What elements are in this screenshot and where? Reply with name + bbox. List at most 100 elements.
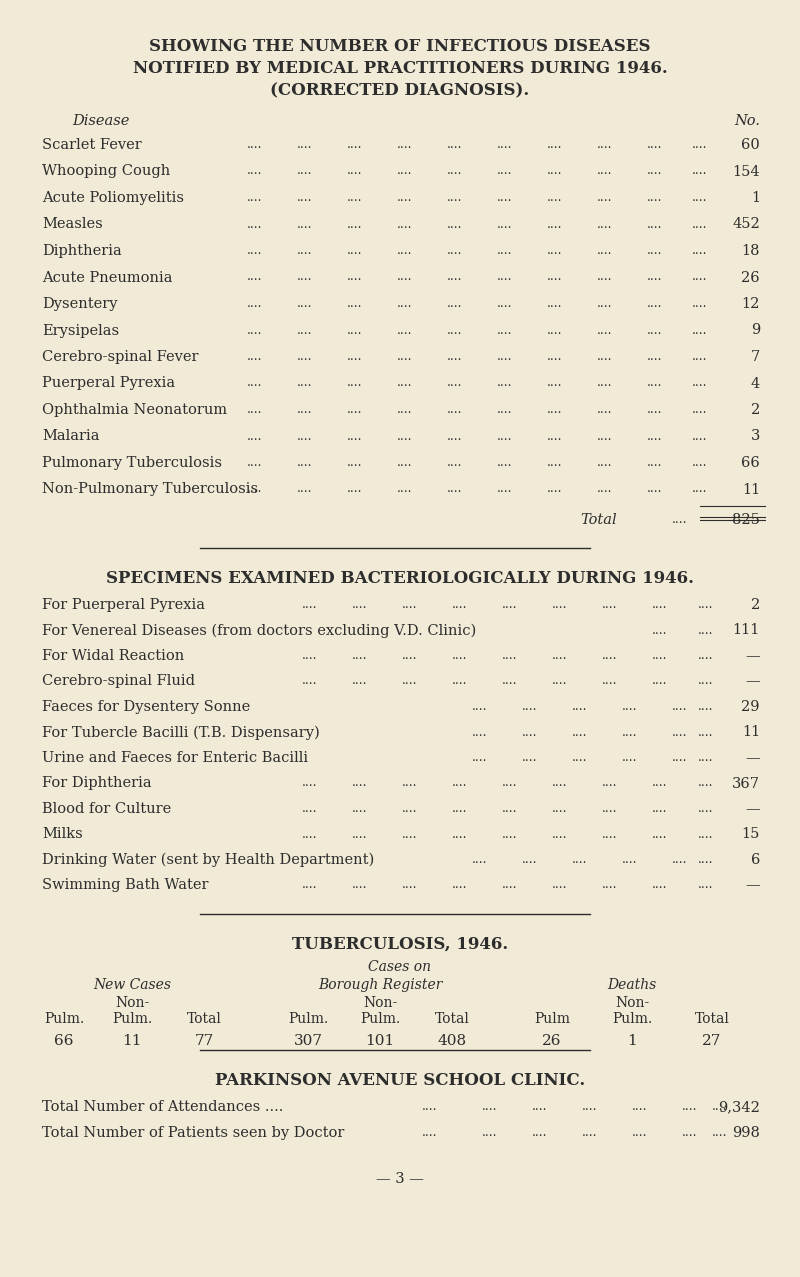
- Text: Blood for Culture: Blood for Culture: [42, 802, 171, 816]
- Text: ....: ....: [298, 456, 313, 469]
- Text: ....: ....: [647, 429, 662, 443]
- Text: ....: ....: [582, 1126, 598, 1139]
- Text: ....: ....: [552, 598, 568, 610]
- Text: ....: ....: [398, 323, 413, 337]
- Text: ....: ....: [652, 674, 668, 687]
- Text: ....: ....: [698, 853, 714, 866]
- Text: ....: ....: [498, 244, 513, 257]
- Text: 1: 1: [751, 192, 760, 206]
- Text: ....: ....: [602, 776, 618, 789]
- Text: ....: ....: [298, 323, 313, 337]
- Text: ....: ....: [552, 802, 568, 815]
- Text: ....: ....: [598, 350, 613, 363]
- Text: ....: ....: [298, 483, 313, 495]
- Text: 4: 4: [750, 377, 760, 391]
- Text: ....: ....: [547, 298, 562, 310]
- Text: ....: ....: [672, 700, 688, 713]
- Text: ....: ....: [498, 298, 513, 310]
- Text: ....: ....: [302, 802, 318, 815]
- Text: Malaria: Malaria: [42, 429, 99, 443]
- Text: ....: ....: [522, 725, 538, 738]
- Text: ....: ....: [502, 802, 518, 815]
- Text: ....: ....: [352, 827, 368, 840]
- Text: — 3 —: — 3 —: [376, 1172, 424, 1186]
- Text: ....: ....: [498, 483, 513, 495]
- Text: ....: ....: [547, 138, 562, 151]
- Text: Acute Pneumonia: Acute Pneumonia: [42, 271, 173, 285]
- Text: ....: ....: [498, 323, 513, 337]
- Text: ....: ....: [598, 192, 613, 204]
- Text: Pulm.: Pulm.: [44, 1011, 84, 1025]
- Text: ....: ....: [472, 751, 488, 764]
- Text: ....: ....: [347, 456, 362, 469]
- Text: Total Number of Patients seen by Doctor: Total Number of Patients seen by Doctor: [42, 1126, 344, 1140]
- Text: ....: ....: [302, 674, 318, 687]
- Text: ....: ....: [347, 217, 362, 231]
- Text: ....: ....: [398, 298, 413, 310]
- Text: 307: 307: [294, 1034, 322, 1048]
- Text: New Cases: New Cases: [93, 978, 171, 992]
- Text: 2: 2: [750, 404, 760, 418]
- Text: ....: ....: [647, 271, 662, 283]
- Text: ....: ....: [447, 483, 462, 495]
- Text: ....: ....: [398, 350, 413, 363]
- Text: ....: ....: [547, 404, 562, 416]
- Text: ....: ....: [547, 244, 562, 257]
- Text: ....: ....: [698, 649, 714, 661]
- Text: ....: ....: [502, 776, 518, 789]
- Text: 111: 111: [733, 623, 760, 637]
- Text: 29: 29: [742, 700, 760, 714]
- Text: ....: ....: [598, 323, 613, 337]
- Text: Urine and Faeces for Enteric Bacilli: Urine and Faeces for Enteric Bacilli: [42, 751, 308, 765]
- Text: ....: ....: [298, 217, 313, 231]
- Text: 1: 1: [627, 1034, 637, 1048]
- Text: ....: ....: [352, 879, 368, 891]
- Text: ....: ....: [572, 751, 588, 764]
- Text: ....: ....: [402, 649, 418, 661]
- Text: ....: ....: [692, 192, 708, 204]
- Text: ....: ....: [352, 776, 368, 789]
- Text: For Widal Reaction: For Widal Reaction: [42, 649, 184, 663]
- Text: ....: ....: [247, 217, 262, 231]
- Text: ....: ....: [652, 623, 668, 636]
- Text: Acute Poliomyelitis: Acute Poliomyelitis: [42, 192, 184, 206]
- Text: 9: 9: [750, 323, 760, 337]
- Text: Pulm.: Pulm.: [288, 1011, 328, 1025]
- Text: Non-Pulmonary Tuberculosis: Non-Pulmonary Tuberculosis: [42, 483, 258, 497]
- Text: 77: 77: [194, 1034, 214, 1048]
- Text: ....: ....: [598, 298, 613, 310]
- Text: ....: ....: [347, 377, 362, 389]
- Text: ....: ....: [452, 879, 468, 891]
- Text: ....: ....: [498, 404, 513, 416]
- Text: ....: ....: [247, 483, 262, 495]
- Text: For Puerperal Pyrexia: For Puerperal Pyrexia: [42, 598, 205, 612]
- Text: Cerebro-spinal Fluid: Cerebro-spinal Fluid: [42, 674, 195, 688]
- Text: ....: ....: [647, 350, 662, 363]
- Text: 60: 60: [742, 138, 760, 152]
- Text: ....: ....: [502, 879, 518, 891]
- Text: ....: ....: [247, 429, 262, 443]
- Text: ....: ....: [447, 217, 462, 231]
- Text: ....: ....: [447, 404, 462, 416]
- Text: For Diphtheria: For Diphtheria: [42, 776, 152, 790]
- Text: ....: ....: [402, 802, 418, 815]
- Text: ....: ....: [247, 350, 262, 363]
- Text: ....: ....: [347, 483, 362, 495]
- Text: ....: ....: [498, 429, 513, 443]
- Text: ....: ....: [647, 138, 662, 151]
- Text: ....: ....: [398, 483, 413, 495]
- Text: ....: ....: [698, 598, 714, 610]
- Text: ....: ....: [602, 649, 618, 661]
- Text: ....: ....: [632, 1099, 648, 1114]
- Text: NOTIFIED BY MEDICAL PRACTITIONERS DURING 1946.: NOTIFIED BY MEDICAL PRACTITIONERS DURING…: [133, 60, 667, 77]
- Text: ....: ....: [552, 776, 568, 789]
- Text: ....: ....: [698, 776, 714, 789]
- Text: Cases on: Cases on: [369, 960, 431, 974]
- Text: Dysentery: Dysentery: [42, 298, 118, 312]
- Text: ....: ....: [402, 674, 418, 687]
- Text: ....: ....: [452, 802, 468, 815]
- Text: ....: ....: [347, 298, 362, 310]
- Text: ....: ....: [598, 404, 613, 416]
- Text: 825: 825: [732, 513, 760, 527]
- Text: 7: 7: [750, 350, 760, 364]
